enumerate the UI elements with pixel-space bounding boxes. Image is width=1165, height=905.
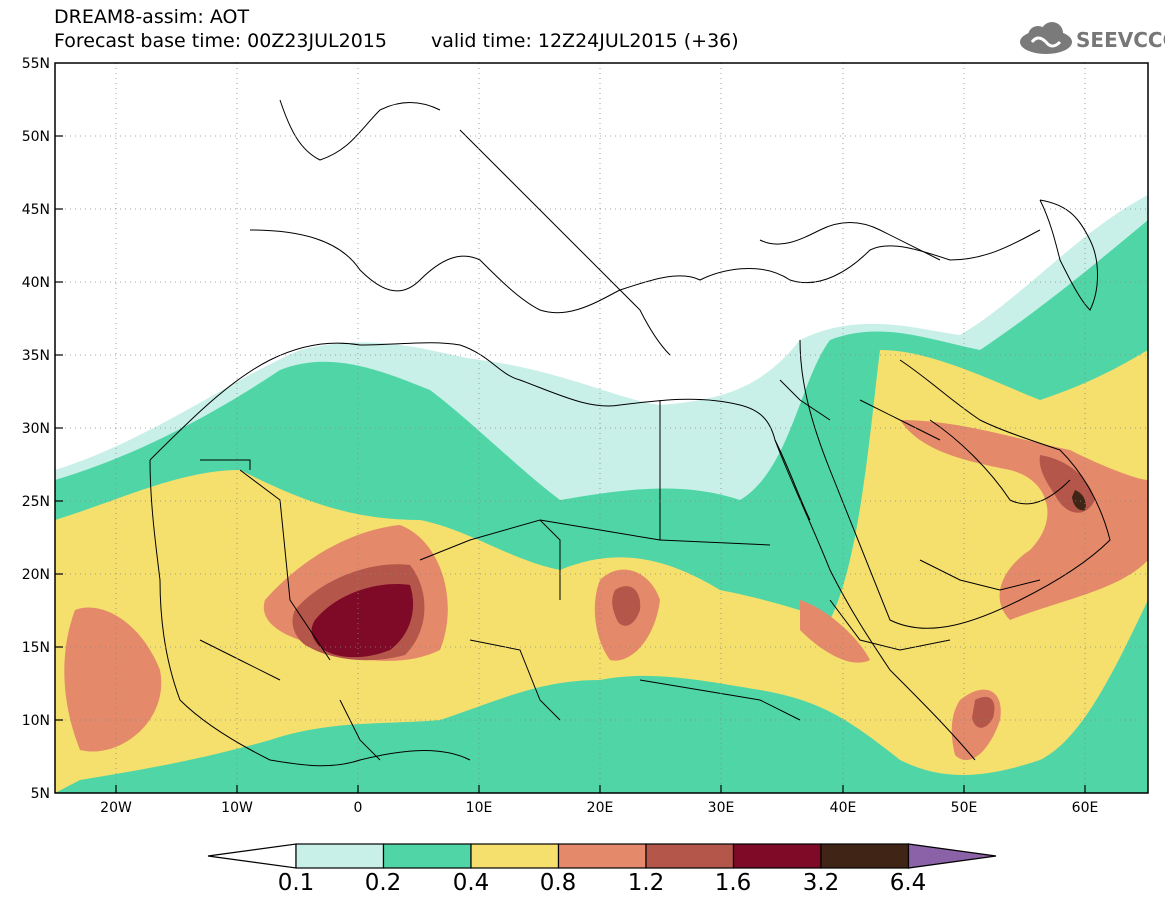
lat-label: 15N (22, 640, 50, 656)
aot-fields (55, 195, 1148, 793)
aot-band-0.4 (55, 350, 1148, 793)
base-time: Forecast base time: 00Z23JUL2015 (54, 30, 387, 52)
lat-label: 55N (22, 56, 50, 72)
lat-label: 35N (22, 348, 50, 364)
lon-label: 0 (354, 800, 363, 816)
lon-label: 50E (951, 800, 978, 816)
lat-label: 20N (22, 567, 50, 583)
lat-label: 10N (22, 713, 50, 729)
colorbar-label: 0.8 (539, 870, 577, 896)
colorbar-bin (732, 843, 822, 869)
lon-label: 10W (221, 800, 253, 816)
colorbar-label: 6.4 (889, 870, 927, 896)
lon-label: 40E (830, 800, 857, 816)
colorbar-label: 1.6 (714, 870, 752, 896)
model-title: DREAM8-assim: AOT (54, 6, 250, 28)
aot-band-3.2-oman (1072, 490, 1086, 511)
lon-label: 20W (100, 800, 132, 816)
lon-label: 10E (466, 800, 493, 816)
aot-band-0.8-west (64, 607, 162, 752)
lat-label: 45N (22, 202, 50, 218)
aot-band-0.8-arabia (900, 420, 1148, 620)
seevccc-logo: SEEVCCC (1018, 22, 1165, 56)
aot-band-1.2-chad (612, 586, 641, 626)
colorbar (207, 843, 997, 869)
colorbar-label: 0.4 (452, 870, 490, 896)
valid-time: valid time: 12Z24JUL2015 (+36) (430, 30, 739, 52)
lat-label: 50N (22, 129, 50, 145)
colorbar-label: 1.2 (627, 870, 665, 896)
lon-label: 20E (587, 800, 614, 816)
ticks (55, 135, 1086, 793)
colorbar-label: 0.1 (277, 870, 315, 896)
cloud-logo-icon (1020, 22, 1072, 54)
grid (55, 63, 1148, 793)
colorbar-bin (820, 843, 910, 869)
colorbar-over (907, 843, 997, 869)
colorbar-under (207, 843, 297, 869)
lon-label: 60E (1072, 800, 1099, 816)
aot-band-1.2-somalia (972, 696, 995, 728)
colorbar-label: 0.2 (364, 870, 402, 896)
aot-band-1.6-sahel (311, 584, 414, 658)
lat-label: 30N (22, 421, 50, 437)
colorbar-bin (645, 843, 735, 869)
aot-band-0.8-sudan (800, 600, 870, 663)
colorbar-bin (557, 843, 647, 869)
lat-label: 5N (31, 786, 50, 802)
colorbar-label: 3.2 (802, 870, 840, 896)
lon-label: 30E (708, 800, 735, 816)
coastlines (149, 99, 1111, 767)
colorbar-bin (470, 843, 560, 869)
time-info: Forecast base time: 00Z23JUL2015 valid ti… (54, 30, 739, 52)
lat-label: 40N (22, 275, 50, 291)
colorbar-bin (295, 843, 385, 869)
colorbar-bin (382, 843, 472, 869)
lat-label: 25N (22, 494, 50, 510)
logo-text: SEEVCCC (1076, 28, 1165, 52)
